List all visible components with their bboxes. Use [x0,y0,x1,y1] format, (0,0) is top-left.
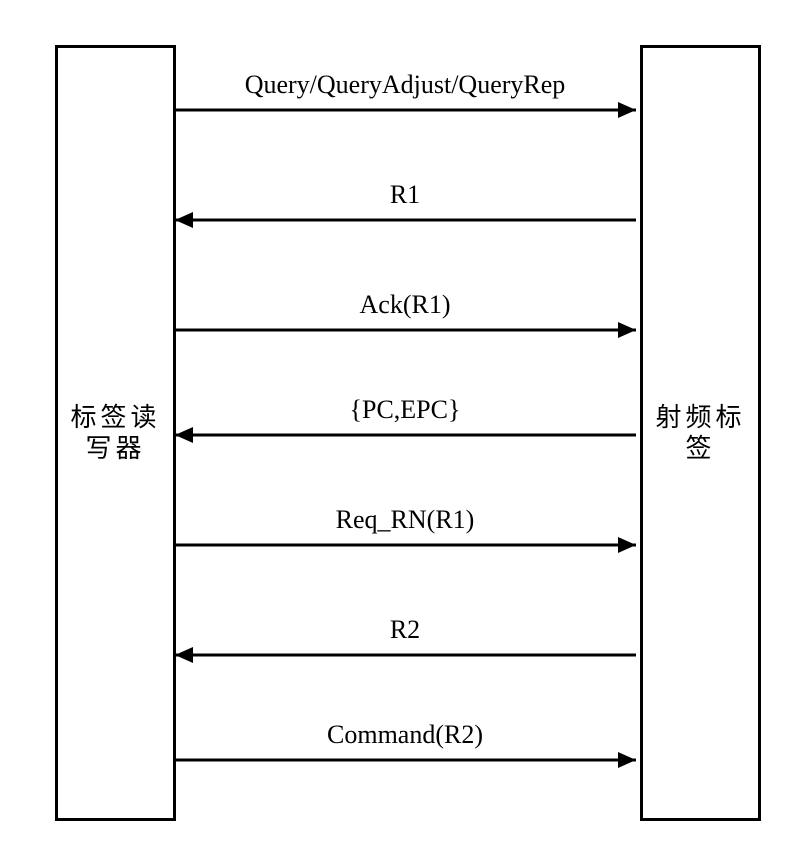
message-label: R1 [390,180,420,210]
message-label: R2 [390,615,420,645]
sequence-diagram: 标签读写器 射频标签 Query/QueryAdjust/QueryRepR1A… [0,0,800,851]
message-label: Query/QueryAdjust/QueryRep [245,70,566,100]
message-label: Ack(R1) [360,290,451,320]
message-label: Command(R2) [327,720,483,750]
message-label: Req_RN(R1) [336,505,475,535]
message-label: {PC,EPC} [350,395,461,425]
